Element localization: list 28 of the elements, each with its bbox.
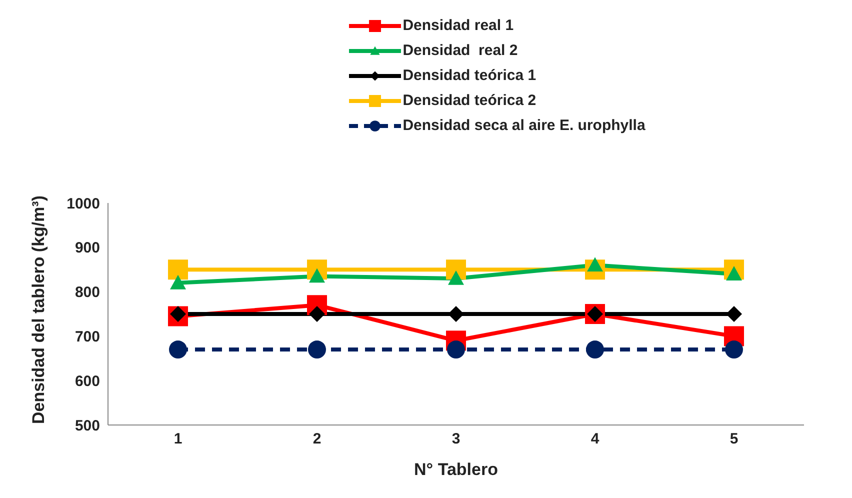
- x-axis-title: N° Tablero: [414, 460, 498, 479]
- legend-label: Densidad teórica 1: [402, 67, 536, 84]
- y-tick-label: 900: [74, 240, 100, 257]
- y-tick-label: 1000: [66, 195, 100, 212]
- point: [448, 306, 464, 322]
- point: [309, 306, 325, 322]
- legend-label: Densidad real 2: [402, 42, 518, 59]
- point: [447, 340, 465, 359]
- point: [586, 340, 604, 359]
- point: [169, 340, 187, 359]
- legend-label: Densidad seca al aire E. urophylla: [402, 117, 646, 134]
- y-axis-title: Densidad del tablero (kg/m³): [29, 195, 48, 424]
- point: [726, 306, 742, 322]
- x-tick-label: 5: [730, 430, 738, 448]
- y-tick-label: 800: [74, 284, 100, 302]
- point: [168, 260, 188, 280]
- point: [308, 340, 326, 359]
- point: [725, 340, 743, 359]
- legend-label: Densidad real 1: [402, 17, 514, 34]
- x-tick-label: 3: [452, 430, 460, 448]
- x-tick-label: 2: [312, 430, 322, 448]
- y-tick-label: 500: [74, 417, 100, 434]
- legend-label: Densidad teórica 2: [402, 92, 536, 109]
- point: [170, 274, 186, 290]
- x-tick-label: 1: [174, 430, 182, 448]
- x-tick-label: 4: [590, 430, 600, 448]
- y-tick-label: 700: [74, 328, 100, 346]
- y-tick-label: 600: [74, 372, 100, 390]
